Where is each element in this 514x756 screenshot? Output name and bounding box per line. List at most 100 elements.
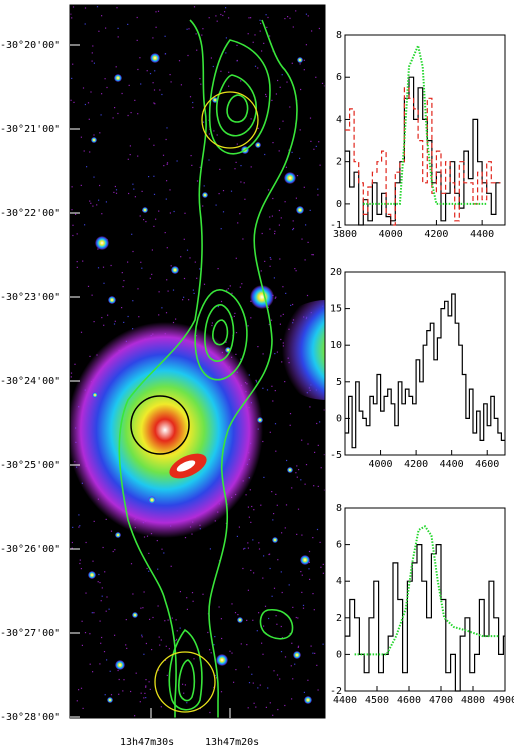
noise-pixel — [290, 304, 292, 306]
noise-pixel — [248, 516, 250, 518]
noise-pixel — [151, 649, 153, 651]
plot-frame — [344, 271, 506, 456]
noise-pixel — [216, 20, 218, 22]
noise-pixel — [263, 625, 265, 627]
plot-frame — [344, 507, 506, 692]
star — [132, 612, 138, 618]
noise-pixel — [106, 86, 108, 89]
noise-pixel — [146, 567, 148, 570]
noise-pixel — [247, 542, 249, 544]
noise-pixel — [106, 659, 108, 661]
star — [255, 142, 261, 148]
noise-pixel — [289, 413, 292, 415]
noise-pixel — [235, 353, 237, 355]
noise-pixel — [297, 646, 299, 648]
noise-pixel — [84, 23, 86, 25]
noise-pixel — [146, 70, 148, 72]
noise-pixel — [277, 559, 279, 561]
noise-pixel — [309, 578, 311, 580]
noise-pixel — [127, 158, 129, 160]
noise-pixel — [87, 102, 90, 104]
noise-pixel — [140, 692, 142, 694]
noise-pixel — [175, 640, 177, 642]
noise-pixel — [92, 205, 94, 207]
ra-axis: 13h47m30s 13h47m20s — [120, 737, 259, 748]
contour-mid-3 — [212, 319, 229, 346]
noise-pixel — [316, 528, 319, 531]
noise-pixel — [312, 593, 314, 595]
noise-pixel — [213, 644, 215, 646]
noise-pixel — [80, 568, 82, 570]
noise-pixel — [286, 459, 288, 462]
noise-pixel — [269, 257, 271, 259]
noise-pixel — [137, 288, 139, 290]
noise-pixel — [71, 17, 73, 19]
noise-pixel — [249, 489, 251, 491]
noise-pixel — [225, 52, 227, 54]
noise-pixel — [236, 143, 238, 145]
noise-pixel — [199, 166, 201, 168]
noise-pixel — [72, 526, 74, 528]
noise-pixel — [140, 607, 142, 609]
noise-pixel — [199, 78, 201, 80]
noise-pixel — [184, 537, 187, 539]
noise-pixel — [151, 249, 153, 251]
image-ticks — [70, 44, 231, 718]
noise-pixel — [188, 299, 190, 301]
noise-pixel — [313, 609, 315, 611]
noise-pixel — [235, 669, 237, 671]
star — [91, 137, 97, 143]
noise-pixel — [215, 15, 217, 17]
noise-pixel — [166, 127, 168, 129]
noise-pixel — [117, 112, 119, 115]
noise-pixel — [284, 527, 286, 529]
dec-label: -30°21'00" — [0, 124, 60, 135]
noise-pixel — [141, 636, 143, 638]
noise-pixel — [240, 80, 242, 82]
noise-pixel — [309, 406, 311, 408]
noise-pixel — [289, 106, 291, 108]
noise-pixel — [136, 39, 138, 41]
noise-pixel — [117, 36, 119, 38]
noise-pixel — [291, 487, 293, 489]
noise-pixel — [281, 637, 283, 639]
spectrum-panel-top: 3800 4000 4200 4400 -1 0 2 4 6 8 — [330, 30, 506, 240]
noise-pixel — [237, 222, 239, 224]
x-tick-label: 4700 — [429, 695, 453, 706]
noise-pixel — [127, 23, 129, 25]
noise-pixel — [244, 547, 246, 549]
noise-pixel — [149, 618, 151, 620]
noise-pixel — [140, 261, 142, 263]
noise-pixel — [322, 563, 324, 565]
noise-pixel — [308, 568, 310, 570]
noise-pixel — [91, 294, 93, 296]
noise-pixel — [269, 228, 271, 230]
noise-pixel — [173, 210, 175, 213]
spectrum-line-black-step — [345, 76, 501, 226]
noise-pixel — [149, 277, 151, 279]
x-tick-label: 4400 — [333, 695, 357, 706]
noise-pixel — [153, 102, 155, 104]
noise-pixel — [234, 168, 236, 170]
noise-pixel — [280, 625, 282, 628]
noise-pixel — [299, 63, 301, 65]
noise-pixel — [184, 684, 186, 686]
noise-pixel — [145, 679, 147, 681]
dec-label: -30°22'00" — [0, 208, 60, 219]
noise-pixel — [202, 593, 204, 595]
noise-pixel — [276, 623, 278, 625]
star — [300, 555, 310, 565]
noise-pixel — [225, 341, 227, 343]
contour-mid-1 — [194, 289, 248, 381]
noise-pixel — [230, 190, 233, 192]
noise-pixel — [276, 674, 279, 676]
noise-pixel — [292, 229, 294, 231]
noise-pixel — [105, 27, 107, 29]
noise-pixel — [219, 168, 221, 170]
noise-pixel — [139, 57, 141, 59]
noise-pixel — [274, 297, 276, 299]
noise-pixel — [267, 16, 269, 19]
noise-pixel — [90, 202, 92, 204]
noise-pixel — [259, 19, 261, 21]
